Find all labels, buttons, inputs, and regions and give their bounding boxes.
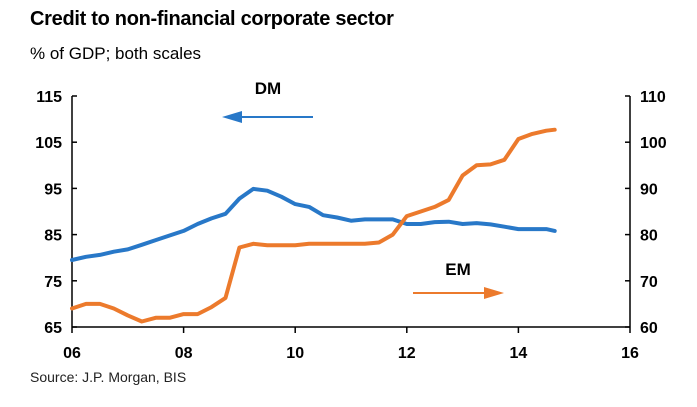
right-y-tick-label: 60	[640, 320, 658, 337]
right-y-tick-label: 100	[640, 135, 667, 152]
chart-title: Credit to non-financial corporate sector	[30, 8, 394, 30]
x-tick-label: 06	[63, 345, 81, 362]
tick-labels: 65 75 85 95 105 115 60 70 80 90 100 110 06 08 10 12 14 16	[35, 89, 667, 362]
x-tick-label: 08	[175, 345, 193, 362]
annotations: DM EM	[222, 79, 504, 299]
left-y-tick-label: 75	[44, 274, 62, 291]
left-y-tick-label: 85	[44, 228, 62, 245]
series-line-dm	[70, 186, 557, 262]
left-y-tick-label: 105	[35, 135, 62, 152]
x-tick-label: 14	[510, 345, 528, 362]
left-y-tick-label: 95	[44, 181, 62, 198]
em-label: EM	[445, 260, 471, 279]
dm-label: DM	[255, 79, 281, 98]
left-y-tick-label: 65	[44, 320, 62, 337]
right-y-tick-label: 70	[640, 274, 658, 291]
x-tick-label: 10	[286, 345, 304, 362]
source-note: Source: J.P. Morgan, BIS	[30, 369, 187, 385]
chart-subtitle: % of GDP; both scales	[30, 44, 202, 63]
series-line-em	[70, 127, 557, 324]
right-y-tick-label: 80	[640, 228, 658, 245]
series-lines	[70, 127, 557, 324]
right-arrow-icon	[484, 287, 504, 299]
right-y-tick-label: 110	[640, 89, 666, 106]
x-tick-label: 16	[621, 345, 639, 362]
right-y-tick-label: 90	[640, 181, 658, 198]
left-arrow-icon	[222, 111, 242, 123]
left-y-tick-label: 115	[36, 89, 62, 106]
axes	[71, 95, 631, 333]
x-tick-label: 12	[398, 345, 416, 362]
